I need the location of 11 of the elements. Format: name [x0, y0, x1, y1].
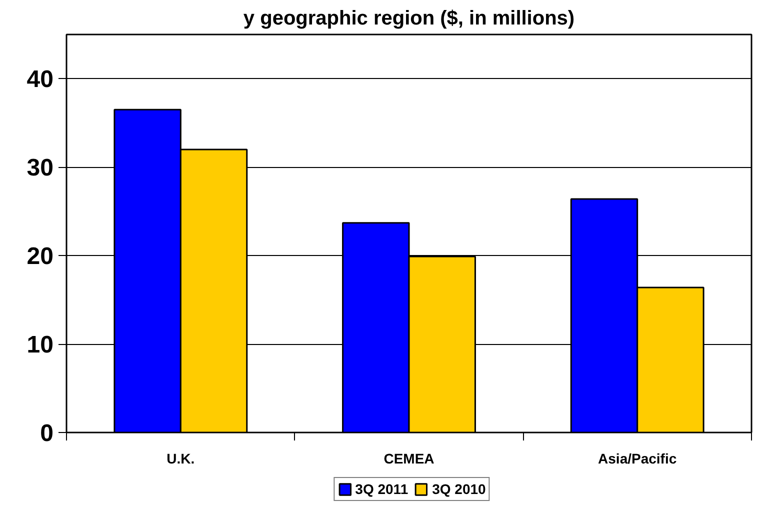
y-tick-label: 10 [26, 332, 54, 359]
x-tick-label: Asia/Pacific [598, 450, 677, 466]
x-tick-label: U.K. [166, 450, 195, 466]
legend-label: 3Q 2010 [432, 481, 486, 497]
chart-title: y geographic region ($, in millions) [243, 8, 575, 30]
x-tick-label: CEMEA [384, 450, 434, 466]
legend-label: 3Q 2011 [355, 481, 408, 497]
y-tick-label: 30 [26, 154, 54, 182]
y-tick-label: 20 [26, 243, 54, 270]
y-tick-label: 0 [40, 420, 54, 447]
y-tick-label: 40 [26, 66, 54, 94]
